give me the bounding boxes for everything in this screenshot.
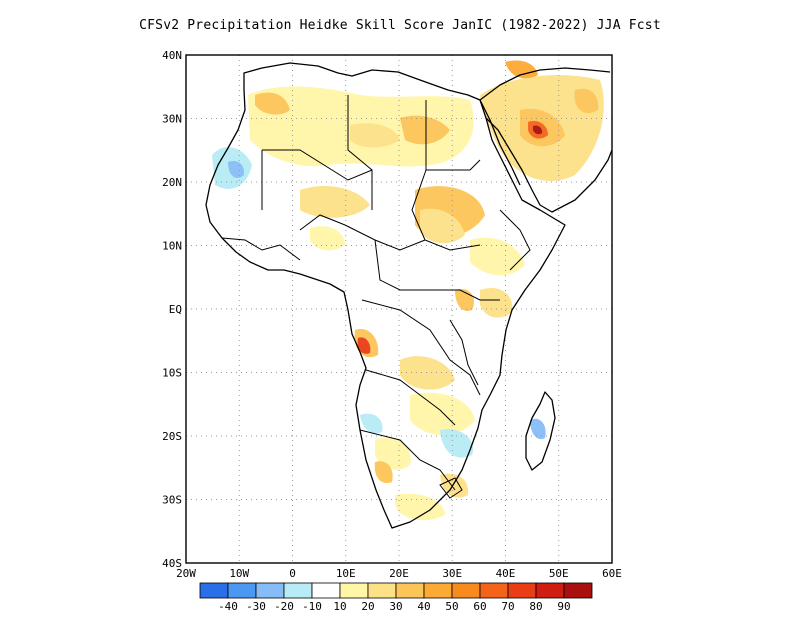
lat-label: 10N	[162, 240, 182, 253]
lat-label: EQ	[169, 303, 182, 316]
colorbar-swatch	[199, 582, 229, 599]
lon-label: 60E	[602, 567, 622, 580]
red-sea	[479, 99, 521, 186]
lon-label: 0	[289, 567, 296, 580]
lon-label: 40E	[496, 567, 516, 580]
arabia-coastline	[479, 67, 613, 213]
plot-frame	[185, 54, 613, 564]
lat-label: 10S	[162, 367, 182, 380]
lon-label: 30E	[442, 567, 462, 580]
colorbar-swatch	[283, 582, 313, 599]
colorbar-labels: -40 -30 -20 -10 10 20 30 40 50 60 70 80 90	[218, 600, 571, 613]
colorbar-label: 20	[361, 600, 374, 613]
colorbar-label: 50	[445, 600, 458, 613]
lat-axis: 40N 30N 20N 10N EQ 10S 20S 30S 40S	[162, 49, 182, 570]
colorbar-label: 10	[333, 600, 346, 613]
lon-axis: 20W 10W 0 10E 20E 30E 40E 50E 60E	[176, 567, 622, 580]
colorbar-swatch	[227, 582, 257, 599]
lat-label: 40S	[162, 557, 182, 570]
lat-label: 20N	[162, 176, 182, 189]
lon-label: 10E	[336, 567, 356, 580]
colorbar-swatch	[563, 582, 593, 599]
lat-label: 40N	[162, 49, 182, 62]
lat-label: 30S	[162, 494, 182, 507]
colorbar-swatch	[451, 582, 481, 599]
lon-label: 20E	[389, 567, 409, 580]
lon-label: 10W	[229, 567, 249, 580]
colorbar-label: -40	[218, 600, 238, 613]
colorbar	[199, 582, 593, 599]
colorbar-swatch	[507, 582, 537, 599]
colorbar-label: -30	[246, 600, 266, 613]
colorbar-swatch	[479, 582, 509, 599]
colorbar-swatch	[255, 582, 285, 599]
colorbar-swatch	[395, 582, 425, 599]
colorbar-label: -20	[274, 600, 294, 613]
colorbar-label: 40	[417, 600, 430, 613]
skill-shading	[212, 60, 604, 521]
country-borders	[221, 95, 531, 499]
colorbar-swatch	[423, 582, 453, 599]
graticule	[186, 55, 612, 563]
colorbar-swatch	[311, 582, 341, 599]
coastlines	[205, 62, 613, 529]
map-title: CFSv2 Precipitation Heidke Skill Score J…	[139, 18, 661, 33]
lat-label: 30N	[162, 113, 182, 126]
africa-coastline	[205, 62, 566, 529]
colorbar-swatch	[367, 582, 397, 599]
colorbar-label: 80	[529, 600, 542, 613]
lat-label: 20S	[162, 430, 182, 443]
colorbar-label: 30	[389, 600, 402, 613]
lon-label: 20W	[176, 567, 196, 580]
madagascar-coastline	[525, 391, 556, 471]
colorbar-label: 90	[557, 600, 570, 613]
colorbar-label: 60	[473, 600, 486, 613]
colorbar-label: -10	[302, 600, 322, 613]
colorbar-swatch	[535, 582, 565, 599]
colorbar-label: 70	[501, 600, 514, 613]
colorbar-swatch	[339, 582, 369, 599]
lon-label: 50E	[549, 567, 569, 580]
